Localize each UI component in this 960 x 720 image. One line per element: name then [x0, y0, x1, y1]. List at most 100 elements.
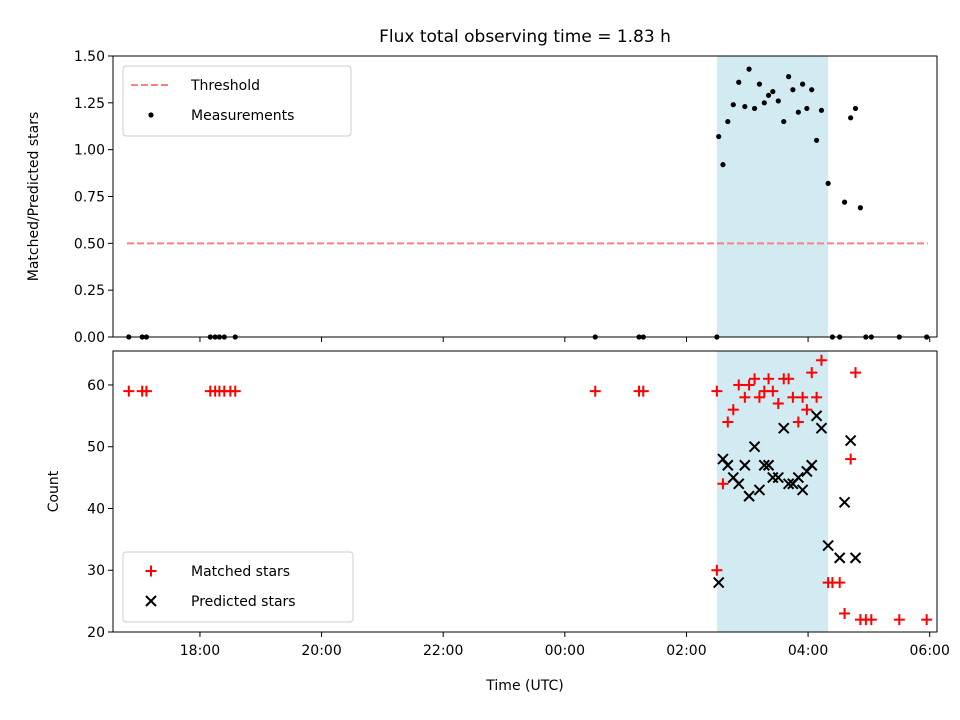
p1-s1-point-12	[772, 471, 784, 484]
p0-s0-point-18	[746, 66, 752, 72]
p1-s1-point-9-b	[758, 459, 771, 471]
p1-s0-point-13	[711, 564, 723, 576]
p1-s0-point-2	[140, 385, 152, 397]
p1-s1-point-26-b	[849, 552, 862, 564]
p0-ytick-label-1: 0.25	[74, 283, 105, 299]
p1-s1-point-14	[782, 478, 795, 490]
p0-s0-point-24	[775, 98, 781, 104]
p1-s1-point-0-b	[712, 576, 725, 589]
p0-s0-point-28	[795, 109, 801, 115]
p1-legend-label-0: Matched stars	[191, 564, 290, 580]
p1-s1-point-19-b	[806, 459, 818, 471]
p1-xtick-label-4: 02:00	[666, 643, 706, 659]
p1-s1-point-16	[792, 471, 805, 484]
p1-s1-point-14-b	[782, 478, 795, 490]
p0-legend-box	[122, 65, 352, 137]
p1-xtick-label-1: 20:00	[301, 643, 341, 659]
p1-s0-point-30	[797, 391, 809, 403]
p0-s0-point-17	[742, 103, 748, 110]
p1-s1-point-5-b	[739, 459, 751, 471]
p1-span-rect	[716, 351, 829, 632]
p1-s1-point-21	[815, 422, 828, 434]
p1-ytick-label-1: 30	[87, 563, 105, 579]
p1-s0-point-40	[850, 367, 862, 379]
p1-s1-point-6-b	[743, 490, 755, 502]
p1-s0-point-24	[767, 385, 779, 397]
p1-s0-point-44	[893, 614, 905, 626]
p0-legend-label-1: Measurements	[191, 108, 294, 124]
p1-s1-point-2-b	[722, 459, 734, 471]
p1-s0-point-45	[921, 614, 933, 626]
bottom-legend: Matched stars Predicted stars	[122, 551, 354, 623]
top-observing-span	[716, 56, 829, 337]
p1-legend-swatch-1-b	[145, 595, 157, 607]
p1-s0-point-23	[763, 373, 775, 385]
p0-ytick-label-2: 0.50	[74, 236, 105, 252]
x-axis-label: Time (UTC)	[485, 678, 563, 694]
p1-s1-point-13-b	[778, 422, 790, 434]
chart-title: Flux total observing time = 1.83 h	[379, 27, 671, 47]
p1-s0-point-31	[801, 404, 813, 416]
p1-s1-point-2	[722, 459, 734, 471]
p1-s1-point-25-b	[844, 434, 857, 447]
p1-s0-point-34	[815, 354, 827, 366]
p1-s1-point-4	[733, 478, 745, 490]
p1-s1-point-7-b	[748, 441, 761, 453]
p1-s0-point-18	[739, 391, 751, 403]
p1-s1-point-24-b	[838, 496, 851, 509]
p0-legend-swatch-1	[148, 112, 154, 118]
p0-ytick-label-3: 0.75	[74, 190, 105, 206]
p0-s0-point-12	[716, 133, 722, 140]
p1-s1-point-10-b	[762, 459, 775, 471]
p1-s1-point-26	[849, 552, 862, 564]
p1-ytick-label-2: 40	[87, 501, 105, 517]
measurement-points	[126, 66, 930, 340]
p1-xtick-label-0: 18:00	[180, 643, 220, 659]
p1-ytick-label-0: 20	[87, 625, 105, 641]
p1-s0-point-43	[865, 614, 877, 626]
p0-s0-point-27	[790, 87, 796, 93]
p1-s1-point-24	[838, 496, 851, 509]
p1-legend-label-1: Predicted stars	[191, 594, 296, 610]
p1-s1-point-1-b	[717, 453, 729, 465]
p1-s0-point-33	[811, 391, 823, 403]
p1-s0-point-32	[806, 367, 818, 379]
p0-s0-point-39	[852, 105, 859, 112]
p1-s0-point-28	[787, 391, 799, 403]
p1-s0-point-0	[123, 385, 135, 397]
p0-s0-point-13	[720, 162, 726, 168]
p1-s1-point-22-b	[822, 539, 834, 552]
top-axis-ticks: 0.00 0.25 0.50 0.75 1.00 1.25 1.50	[74, 49, 931, 346]
p1-s1-point-13	[778, 422, 790, 434]
p0-s0-point-33	[818, 107, 825, 113]
p1-legend-swatch-0	[145, 565, 157, 577]
p0-s0-point-38	[848, 115, 854, 121]
p0-s0-point-19	[751, 105, 758, 112]
p0-s0-point-20	[756, 81, 763, 87]
p0-legend-label-0: Threshold	[190, 78, 260, 94]
p0-s0-point-26	[786, 74, 792, 80]
bottom-axes-frame	[112, 350, 938, 633]
p0-s0-point-25	[781, 118, 787, 125]
p1-s1-point-17-b	[796, 484, 809, 496]
star-count-points	[123, 354, 933, 626]
p1-s1-point-19	[806, 459, 818, 471]
p1-s0-point-16	[727, 404, 739, 416]
p1-s1-point-21-b	[815, 422, 828, 434]
p1-s0-point-21	[753, 391, 765, 403]
bottom-observing-span	[716, 351, 829, 632]
p1-s1-point-12-b	[772, 471, 784, 484]
p1-s0-point-38	[839, 607, 851, 619]
p0-s0-point-22	[765, 92, 772, 98]
bottom-axis-ticks: 20 30 40 50 60 18:00 20:00 22:00 00:00 02:00 04:00…	[87, 378, 950, 659]
top-y-axis-label: Matched/Predicted stars	[26, 112, 42, 282]
p0-s0-point-29	[800, 81, 806, 87]
p0-s0-point-15	[730, 102, 736, 108]
p1-s0-point-11	[637, 385, 649, 397]
p1-s1-point-20	[810, 410, 823, 422]
p1-xtick-label-3: 00:00	[545, 643, 585, 659]
p1-ytick-label-4: 60	[87, 378, 105, 394]
p1-s1-point-6	[743, 490, 755, 502]
p1-xtick-label-5: 04:00	[788, 643, 828, 659]
p1-s1-point-23	[833, 552, 846, 564]
